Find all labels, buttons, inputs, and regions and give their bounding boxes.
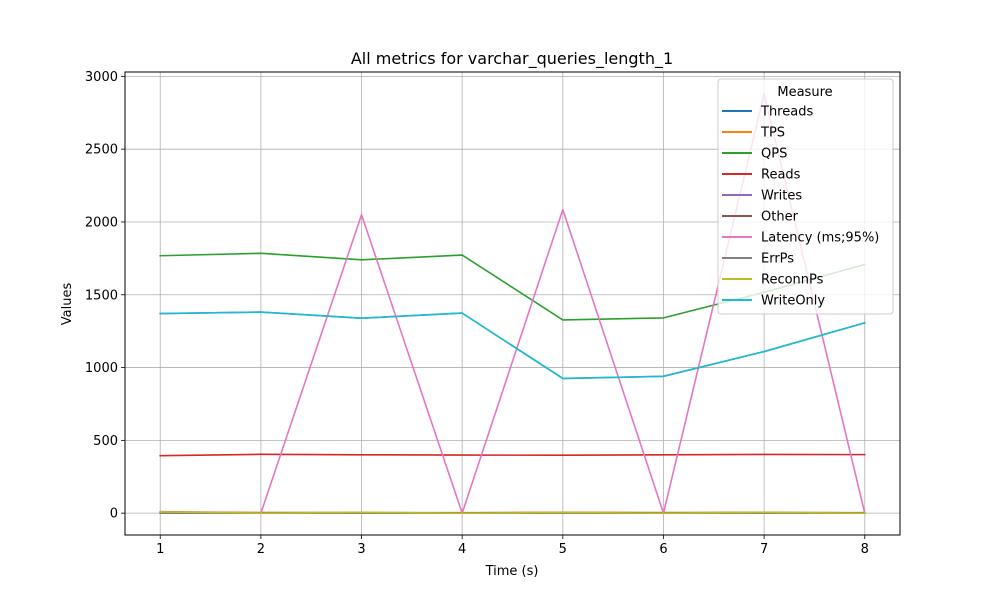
legend-entry-label: ErrPs <box>761 252 794 267</box>
legend-entry-label: Writes <box>761 189 802 204</box>
y-tick-label: 1500 <box>85 288 118 303</box>
series-line-reads <box>159 453 866 457</box>
x-tick-label: 4 <box>458 542 466 557</box>
series-line-writeonly <box>159 311 866 380</box>
x-tick-label: 2 <box>257 542 265 557</box>
legend-entry-label: Reads <box>761 168 801 183</box>
legend-entry-label: QPS <box>761 147 787 162</box>
legend-entry-label: Threads <box>760 105 813 120</box>
y-tick-label: 2000 <box>85 215 118 230</box>
x-tick-label: 7 <box>760 542 768 557</box>
chart-title: All metrics for varchar_queries_length_1 <box>351 49 673 69</box>
y-tick-label: 2500 <box>85 143 118 158</box>
legend-entry-label: Other <box>761 210 799 225</box>
legend-entry-label: WriteOnly <box>761 294 825 309</box>
x-axis-ticks: 1 2 3 4 5 6 7 8 <box>156 535 869 557</box>
legend-entry-label: Latency (ms;95%) <box>761 231 879 246</box>
x-tick-label: 1 <box>156 542 164 557</box>
legend-entry-label: ReconnPs <box>761 273 824 288</box>
legend-entry-label: TPS <box>760 126 785 141</box>
y-axis-label: Values <box>60 283 75 326</box>
legend: Measure Threads TPS QPS Reads Writes Other Lat… <box>717 78 894 315</box>
x-axis-label: Time (s) <box>485 564 539 579</box>
plot-frame <box>124 71 901 536</box>
y-tick-label: 1000 <box>85 361 118 376</box>
legend-box <box>717 78 894 315</box>
y-axis-ticks: 0 500 1000 1500 2000 2500 3000 <box>85 70 125 522</box>
x-tick-label: 8 <box>861 542 869 557</box>
x-tick-label: 3 <box>357 542 365 557</box>
legend-items: Threads TPS QPS Reads Writes Other Latency (ms… <box>722 105 879 309</box>
y-tick-label: 0 <box>110 507 118 522</box>
legend-title: Measure <box>777 85 832 100</box>
y-tick-label: 3000 <box>85 70 118 85</box>
x-tick-label: 5 <box>559 542 567 557</box>
x-tick-label: 6 <box>659 542 667 557</box>
series-line-reconnps <box>159 511 866 514</box>
y-tick-label: 500 <box>93 434 118 449</box>
